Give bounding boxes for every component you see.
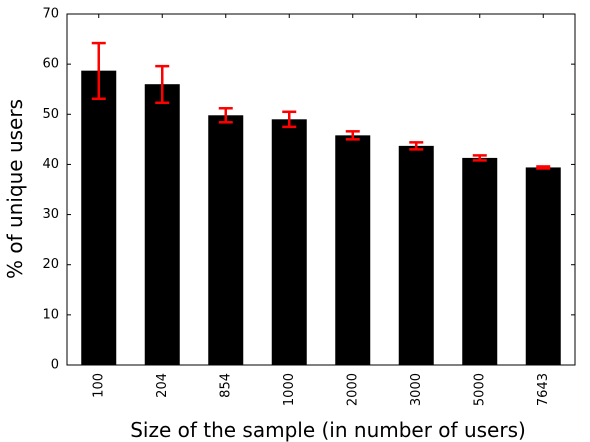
plot-frame — [66, 13, 576, 366]
x-axis-label: Size of the sample (in number of users) — [130, 418, 526, 442]
bar-204 — [144, 84, 180, 365]
bar-854 — [208, 115, 244, 365]
y-tick-label-60: 60 — [42, 57, 59, 72]
x-tick-label-854: 854 — [218, 373, 233, 398]
bar-1000 — [271, 119, 307, 365]
error-bars-layer — [91, 41, 551, 170]
bar-7643 — [525, 167, 561, 365]
x-tick-label-7643: 7643 — [536, 373, 551, 406]
x-tick-label-1000: 1000 — [282, 373, 297, 406]
x-tick-label-204: 204 — [155, 373, 170, 398]
y-axis-label: % of unique users — [3, 99, 27, 279]
y-tick-label-70: 70 — [42, 7, 59, 22]
y-tick-label-40: 40 — [42, 157, 59, 172]
x-tick-label-5000: 5000 — [472, 373, 487, 406]
ticks-layer: 100 204 854 1000 2000 3000 5000 7643 0 10 20 30 40 50… — [42, 7, 575, 406]
error-bar-7643 — [536, 165, 551, 170]
bars-layer — [81, 70, 561, 365]
error-bar-100 — [91, 41, 106, 100]
error-bar-5000 — [472, 154, 487, 162]
y-tick-label-10: 10 — [42, 307, 59, 322]
bar-100 — [81, 70, 117, 365]
y-tick-label-30: 30 — [42, 207, 59, 222]
x-tick-label-100: 100 — [91, 373, 106, 398]
error-bar-204 — [155, 64, 170, 105]
bar-2000 — [335, 135, 371, 365]
bar-5000 — [462, 157, 498, 365]
y-tick-label-50: 50 — [42, 107, 59, 122]
error-bar-3000 — [409, 141, 424, 151]
y-tick-label-20: 20 — [42, 257, 59, 272]
bar-3000 — [398, 145, 434, 365]
error-bar-2000 — [345, 130, 360, 141]
x-tick-label-2000: 2000 — [345, 373, 360, 406]
error-bar-1000 — [282, 110, 297, 129]
error-bar-854 — [218, 107, 233, 124]
y-tick-label-0: 0 — [51, 358, 59, 373]
x-tick-label-3000: 3000 — [409, 373, 424, 406]
